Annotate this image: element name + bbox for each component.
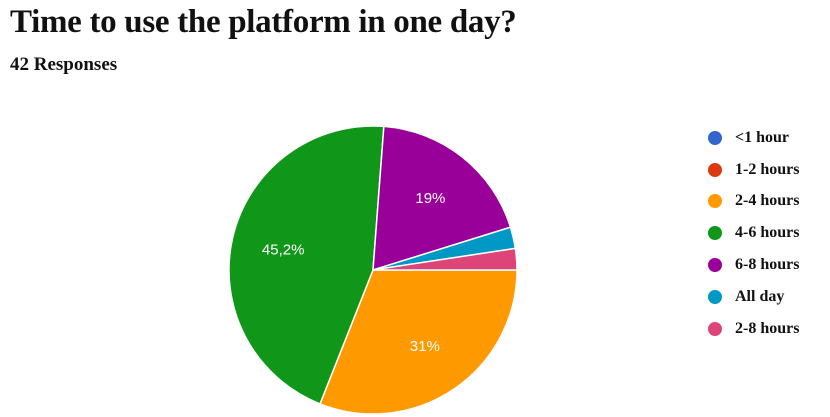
data-label-2-4-hours: 31% [410, 338, 440, 355]
legend-swatch [708, 258, 722, 273]
legend-item-2-4-hours: 2-4 hours [708, 186, 799, 218]
legend-item-1-hour: <1 hour [708, 122, 799, 154]
legend-label: 2-4 hours [735, 192, 800, 210]
legend-item-6-8-hours: 6-8 hours [708, 249, 799, 281]
legend-label: <1 hour [735, 128, 790, 146]
pie-slice-2-8-hours [372, 247, 518, 271]
chart-title: Time to use the platform in one day? [10, 4, 517, 40]
response-count: 42 Responses [10, 54, 118, 75]
legend-swatch [708, 321, 722, 336]
legend-item-4-6-hours: 4-6 hours [708, 217, 799, 249]
legend-label: 4-6 hours [735, 224, 800, 242]
legend-swatch [708, 130, 722, 145]
pie-slice-4-6-hours [228, 125, 385, 405]
data-label-6-8-hours: 19% [415, 190, 445, 207]
legend-label: 6-8 hours [735, 256, 800, 274]
legend-swatch [708, 162, 722, 177]
legend-swatch [708, 194, 722, 209]
pie-slice-6-8-hours [372, 125, 512, 272]
legend-label: All day [735, 287, 785, 305]
pie-slice-2-4-hours [319, 269, 518, 415]
legend-label: 1-2 hours [735, 160, 800, 178]
chart-legend: <1 hour 1-2 hours 2-4 hours 4-6 hours 6-8 ho… [708, 122, 799, 345]
data-label-4-6-hours: 45,2% [262, 241, 305, 258]
legend-item-1-2-hours: 1-2 hours [708, 154, 799, 186]
legend-item-2-8-hours: 2-8 hours [708, 313, 799, 345]
legend-item-all-day: All day [708, 281, 799, 313]
legend-swatch [708, 289, 722, 304]
legend-label: 2-8 hours [735, 319, 800, 337]
legend-swatch [708, 226, 722, 241]
